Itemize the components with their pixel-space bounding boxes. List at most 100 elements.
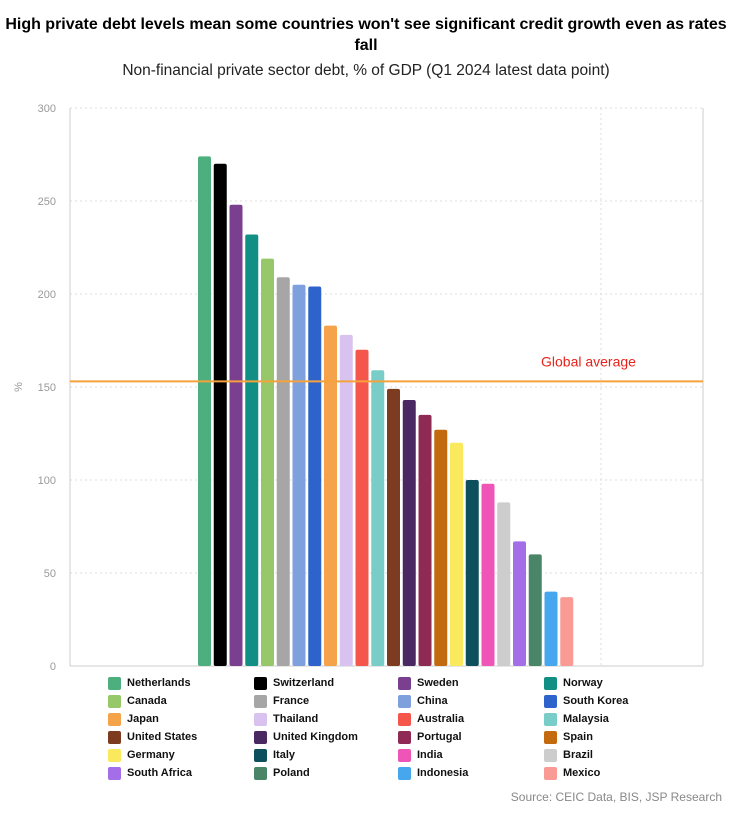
global-average-label: Global average	[541, 353, 636, 369]
legend-swatch	[398, 730, 411, 744]
legend-swatch	[544, 748, 557, 762]
legend-item: Netherlands	[108, 676, 191, 690]
bar-mexico	[560, 597, 574, 666]
legend-label: Malaysia	[563, 713, 609, 725]
legend-label: Norway	[563, 677, 603, 689]
legend-label: Germany	[127, 749, 175, 761]
legend-item: United Kingdom	[254, 730, 358, 744]
legend-item: Germany	[108, 748, 175, 762]
legend-swatch	[108, 748, 121, 762]
legend-item: Brazil	[544, 748, 593, 762]
legend-swatch	[108, 766, 121, 780]
legend-label: Spain	[563, 731, 593, 743]
legend-label: France	[273, 695, 310, 707]
legend-item: Portugal	[398, 730, 462, 744]
y-tick-label: 300	[38, 103, 56, 115]
bar-france	[276, 277, 290, 666]
y-tick-label: 50	[44, 568, 56, 580]
legend-item: Sweden	[398, 676, 459, 690]
legend-swatch	[544, 676, 557, 690]
legend-label: South Africa	[127, 767, 192, 779]
legend-swatch	[108, 694, 121, 708]
legend-swatch	[254, 766, 267, 780]
bar-italy	[465, 480, 479, 666]
legend-swatch	[254, 748, 267, 762]
legend-label: Portugal	[417, 731, 462, 743]
legend-swatch	[254, 730, 267, 744]
legend-label: Poland	[273, 767, 310, 779]
bar-united-kingdom	[402, 400, 416, 666]
bar-thailand	[339, 334, 353, 666]
bar-south-africa	[513, 541, 526, 666]
legend-swatch	[398, 676, 411, 690]
legend-swatch	[544, 712, 557, 726]
legend-label: United Kingdom	[273, 731, 358, 743]
legend-label: United States	[127, 731, 198, 743]
legend-swatch	[544, 730, 557, 744]
legend-swatch	[108, 712, 121, 726]
legend-label: Brazil	[563, 749, 593, 761]
legend-swatch	[254, 712, 267, 726]
bar-sweden	[229, 204, 243, 666]
bar-netherlands	[198, 156, 211, 667]
bar-spain	[434, 429, 448, 666]
y-tick-label: 200	[38, 289, 56, 301]
legend-swatch	[398, 748, 411, 762]
legend-item: Thailand	[254, 712, 318, 726]
bar-united-states	[387, 388, 400, 666]
bar-japan	[324, 325, 337, 666]
legend-swatch	[254, 676, 267, 690]
legend-swatch	[544, 694, 557, 708]
legend-item: Canada	[108, 694, 167, 708]
bar-brazil	[497, 502, 511, 666]
y-axis-label: %	[13, 382, 25, 392]
legend-item: United States	[108, 730, 197, 744]
bar-poland	[528, 554, 542, 666]
legend-item: India	[398, 748, 443, 762]
legend-swatch	[108, 730, 121, 744]
legend-item: Malaysia	[544, 712, 609, 726]
legend-item: Poland	[254, 766, 310, 780]
bar-malaysia	[371, 370, 385, 666]
chart-subtitle: Non-financial private sector debt, % of …	[122, 62, 610, 79]
bar-india	[481, 483, 495, 666]
bar-indonesia	[544, 591, 558, 666]
legend-label: China	[417, 695, 448, 707]
legend-item: Spain	[544, 730, 593, 744]
y-tick-label: 250	[38, 196, 56, 208]
legend-label: Thailand	[273, 713, 319, 725]
legend-item: South Korea	[544, 694, 628, 708]
legend-label: Switzerland	[273, 677, 335, 689]
bar-canada	[261, 258, 274, 666]
bar-norway	[245, 234, 259, 667]
bar-portugal	[418, 414, 432, 666]
y-tick-label: 100	[38, 475, 56, 487]
legend-item: China	[398, 694, 448, 708]
legend-label: Sweden	[417, 677, 459, 689]
bar-chart: 0 50 100 150 200 250 300% Global average	[13, 103, 704, 673]
source-note: Source: CEIC Data, BIS, JSP Research	[510, 790, 722, 804]
legend-swatch	[254, 694, 267, 708]
legend-label: Canada	[127, 695, 167, 707]
bar-china	[292, 284, 306, 666]
legend-label: South Korea	[563, 695, 629, 707]
legend-item: South Africa	[108, 766, 192, 780]
legend-label: Mexico	[563, 767, 601, 779]
legend-item: Indonesia	[398, 766, 468, 780]
legend-label: Australia	[417, 713, 465, 725]
legend-item: Switzerland	[254, 676, 334, 690]
legend-label: Japan	[127, 713, 159, 725]
legend-item: Japan	[108, 712, 159, 726]
legend-swatch	[398, 694, 411, 708]
legend-item: Mexico	[544, 766, 600, 780]
legend-item: Italy	[254, 748, 295, 762]
legend-label: Indonesia	[417, 767, 469, 779]
legend-swatch	[544, 766, 557, 780]
legend-label: Netherlands	[127, 677, 191, 689]
legend-swatch	[398, 712, 411, 726]
legend-item: Norway	[544, 676, 603, 690]
legend-swatch	[108, 676, 121, 690]
bar-australia	[355, 349, 369, 666]
bar-switzerland	[213, 163, 227, 667]
chart-title: High private debt levels mean some count…	[5, 16, 727, 54]
